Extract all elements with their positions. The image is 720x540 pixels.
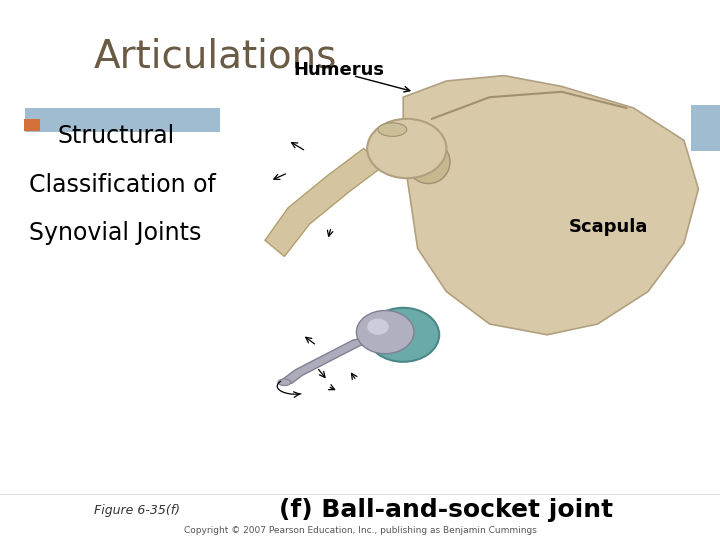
- Text: Scapula: Scapula: [569, 218, 648, 236]
- FancyBboxPatch shape: [25, 108, 220, 132]
- Circle shape: [367, 319, 389, 335]
- Text: (f) Ball-and-socket joint: (f) Ball-and-socket joint: [279, 498, 613, 522]
- Text: Articulations: Articulations: [94, 38, 337, 76]
- Polygon shape: [265, 148, 385, 256]
- Ellipse shape: [378, 123, 407, 137]
- Ellipse shape: [407, 140, 450, 184]
- Text: Humerus: Humerus: [293, 61, 384, 79]
- Text: Structural: Structural: [58, 124, 175, 148]
- Text: Figure 6-35(f): Figure 6-35(f): [94, 504, 180, 517]
- Circle shape: [356, 310, 414, 354]
- Ellipse shape: [367, 308, 439, 362]
- Ellipse shape: [278, 379, 291, 386]
- Text: Copyright © 2007 Pearson Education, Inc., publishing as Benjamin Cummings: Copyright © 2007 Pearson Education, Inc.…: [184, 526, 536, 535]
- FancyBboxPatch shape: [691, 105, 720, 151]
- Text: Synovial Joints: Synovial Joints: [29, 221, 201, 245]
- Circle shape: [367, 119, 446, 178]
- Polygon shape: [403, 76, 698, 335]
- FancyBboxPatch shape: [24, 119, 40, 131]
- Polygon shape: [281, 338, 371, 383]
- Text: Classification of: Classification of: [29, 173, 216, 197]
